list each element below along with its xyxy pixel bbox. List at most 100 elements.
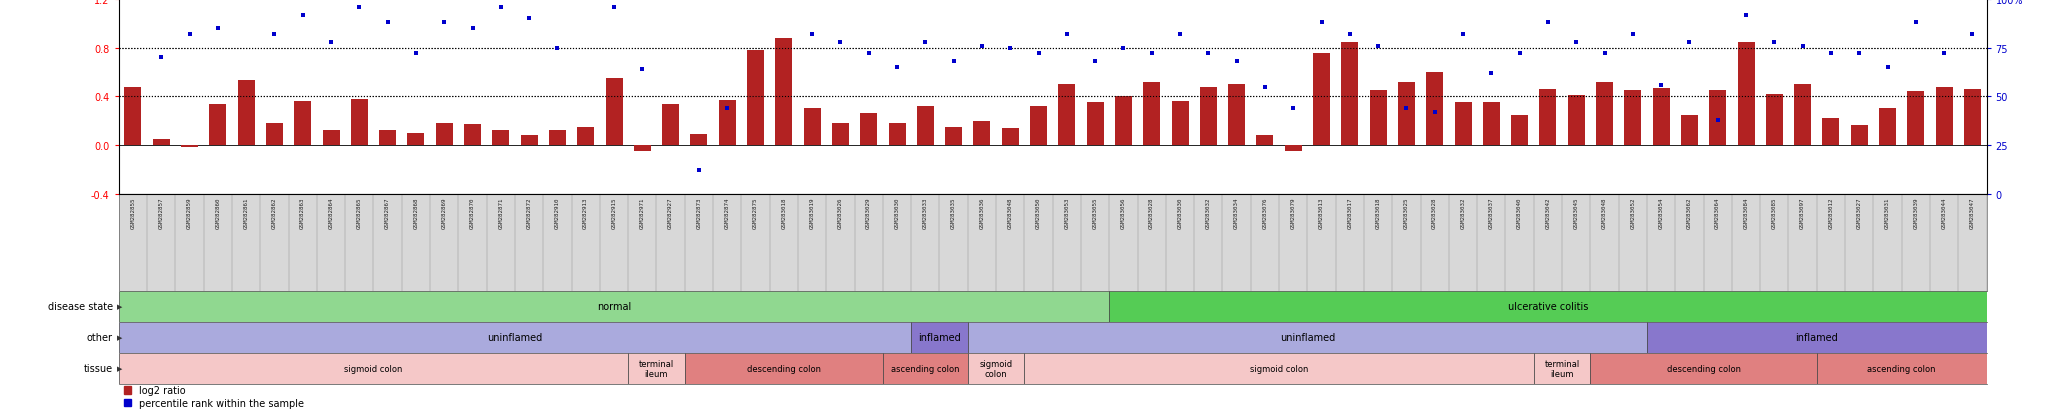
Text: disease state: disease state xyxy=(47,301,113,312)
Point xyxy=(287,12,319,19)
Legend: log2 ratio, percentile rank within the sample: log2 ratio, percentile rank within the s… xyxy=(123,385,305,408)
Text: GSM283026: GSM283026 xyxy=(838,197,844,228)
Text: GSM282873: GSM282873 xyxy=(696,197,700,228)
Bar xyxy=(1313,53,1329,145)
Text: sigmoid colon: sigmoid colon xyxy=(1249,364,1309,373)
Text: GSM283034: GSM283034 xyxy=(1235,197,1239,228)
Point xyxy=(1898,20,1931,26)
Point xyxy=(1956,32,1989,38)
Text: GSM283018: GSM283018 xyxy=(782,197,786,228)
Bar xyxy=(776,39,793,145)
Text: GSM282927: GSM282927 xyxy=(668,197,674,228)
Text: normal: normal xyxy=(596,301,631,312)
Bar xyxy=(520,136,539,145)
Text: GSM282868: GSM282868 xyxy=(414,197,418,228)
Bar xyxy=(690,135,707,145)
Point xyxy=(909,39,942,46)
Text: GSM283054: GSM283054 xyxy=(1659,197,1663,228)
Text: ▶: ▶ xyxy=(117,335,123,341)
Text: ▶: ▶ xyxy=(117,366,123,372)
Text: GSM282863: GSM282863 xyxy=(301,197,305,228)
Point xyxy=(1362,43,1395,50)
Text: GSM283064: GSM283064 xyxy=(1716,197,1720,228)
Bar xyxy=(1681,115,1698,145)
Bar xyxy=(1624,91,1640,145)
Bar xyxy=(719,101,735,145)
Point xyxy=(1616,32,1649,38)
Bar xyxy=(1595,83,1614,145)
Bar xyxy=(969,353,1024,384)
Point xyxy=(371,20,403,26)
Point xyxy=(598,5,631,11)
Bar xyxy=(1964,90,1980,145)
Point xyxy=(145,55,178,62)
Text: sigmoid colon: sigmoid colon xyxy=(344,364,403,373)
Text: GSM283097: GSM283097 xyxy=(1800,197,1804,228)
Point xyxy=(1108,45,1141,52)
Point xyxy=(1561,39,1593,46)
Text: GSM282855: GSM282855 xyxy=(131,197,135,228)
Bar xyxy=(889,124,905,145)
Point xyxy=(1135,51,1167,58)
Text: GSM283037: GSM283037 xyxy=(1489,197,1493,228)
Bar xyxy=(1817,353,1987,384)
Bar xyxy=(633,145,651,152)
Text: GSM283028: GSM283028 xyxy=(1432,197,1438,228)
Bar xyxy=(944,127,963,145)
Bar xyxy=(465,125,481,145)
Text: GSM283044: GSM283044 xyxy=(1942,197,1946,228)
Text: sigmoid
colon: sigmoid colon xyxy=(979,359,1012,378)
Bar xyxy=(1114,97,1133,145)
Point xyxy=(1587,51,1620,58)
Text: GSM283062: GSM283062 xyxy=(1688,197,1692,228)
Bar xyxy=(125,88,141,145)
Bar xyxy=(549,131,565,145)
Text: GSM283028: GSM283028 xyxy=(1149,197,1155,228)
Bar xyxy=(662,104,680,145)
Bar xyxy=(1710,91,1726,145)
Text: GSM283013: GSM283013 xyxy=(1319,197,1323,228)
Bar xyxy=(1284,145,1303,152)
Text: ascending colon: ascending colon xyxy=(1868,364,1935,373)
Text: GSM282857: GSM282857 xyxy=(160,197,164,228)
Point xyxy=(1221,59,1253,65)
Bar xyxy=(1765,95,1784,145)
Point xyxy=(1815,51,1847,58)
Bar xyxy=(408,133,424,145)
Point xyxy=(1391,105,1423,112)
Text: ▶: ▶ xyxy=(117,304,123,310)
Text: ascending colon: ascending colon xyxy=(891,364,961,373)
Text: GSM283030: GSM283030 xyxy=(1178,197,1182,228)
Point xyxy=(1645,82,1677,89)
Point xyxy=(315,39,348,46)
Bar xyxy=(1087,103,1104,145)
Point xyxy=(1475,71,1507,77)
Text: inflamed: inflamed xyxy=(918,332,961,343)
Point xyxy=(541,45,573,52)
Point xyxy=(627,66,659,73)
Point xyxy=(1673,39,1706,46)
Bar xyxy=(1229,85,1245,145)
Point xyxy=(823,39,856,46)
Text: GSM282872: GSM282872 xyxy=(526,197,532,228)
Bar xyxy=(295,102,311,145)
Point xyxy=(1276,105,1309,112)
Text: GSM282971: GSM282971 xyxy=(639,197,645,228)
Text: tissue: tissue xyxy=(84,363,113,374)
Text: inflamed: inflamed xyxy=(1796,332,1839,343)
Text: GSM283084: GSM283084 xyxy=(1743,197,1749,228)
Bar xyxy=(1534,353,1591,384)
Bar xyxy=(1647,322,1987,353)
Text: GSM283033: GSM283033 xyxy=(924,197,928,228)
Bar xyxy=(1794,85,1810,145)
Text: GSM282871: GSM282871 xyxy=(498,197,504,228)
Bar xyxy=(1653,88,1669,145)
Text: GSM283030: GSM283030 xyxy=(895,197,899,228)
Text: GSM283036: GSM283036 xyxy=(979,197,985,228)
Point xyxy=(512,16,545,23)
Bar xyxy=(238,81,254,145)
Point xyxy=(852,51,885,58)
Text: GSM283055: GSM283055 xyxy=(1094,197,1098,228)
Point xyxy=(1163,32,1196,38)
Bar xyxy=(918,107,934,145)
